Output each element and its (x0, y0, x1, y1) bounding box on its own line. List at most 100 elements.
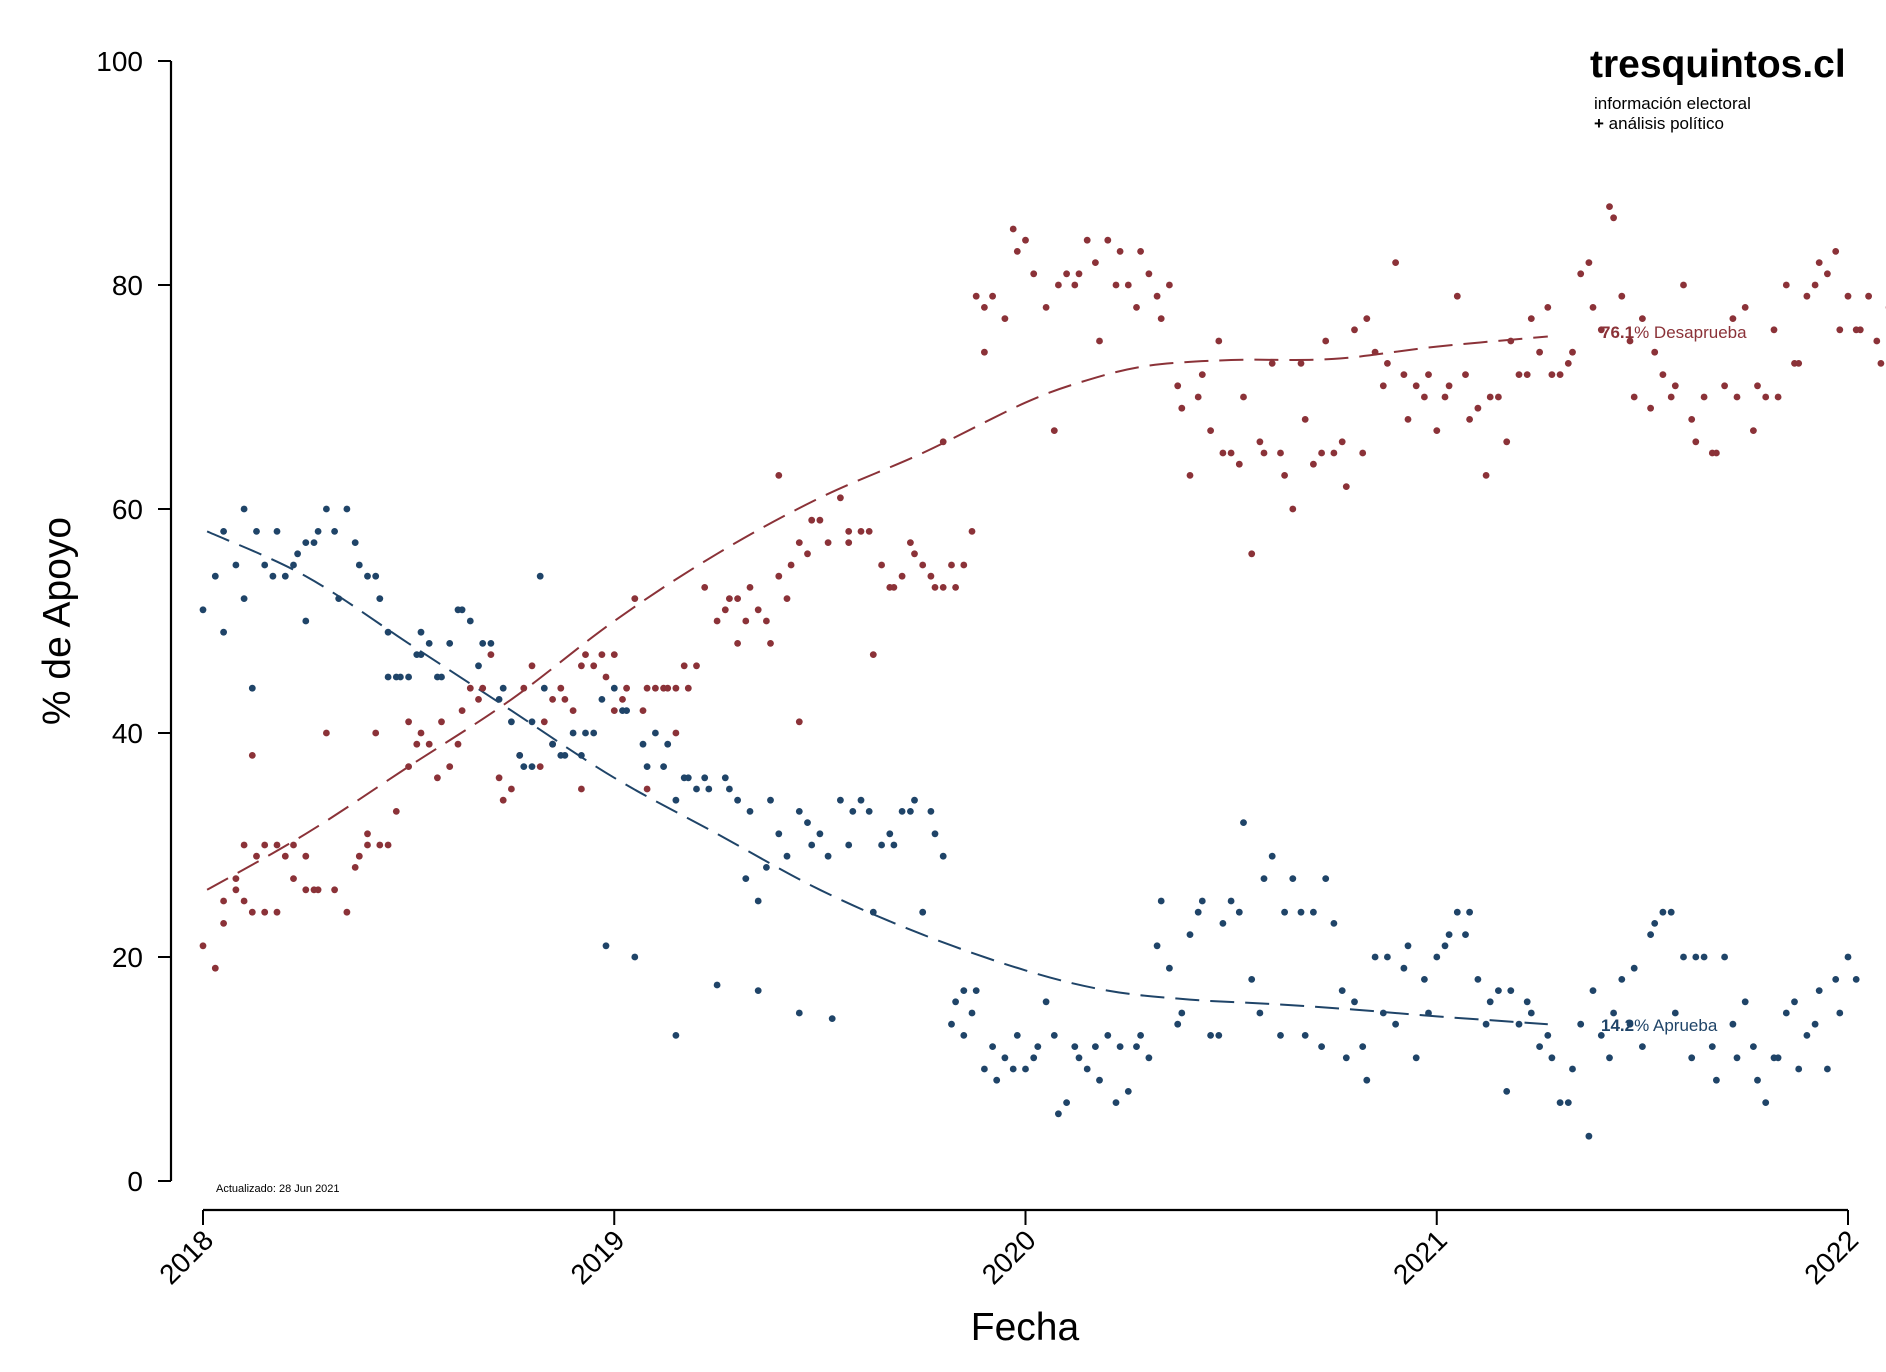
desaprueba-point (479, 684, 487, 692)
desaprueba-point (1750, 427, 1757, 434)
aprueba-point (1618, 976, 1626, 983)
desaprueba-point (795, 539, 803, 546)
aprueba-point (1741, 998, 1749, 1006)
desaprueba-point (372, 729, 380, 737)
desaprueba-point (767, 640, 774, 647)
desaprueba-point (561, 696, 569, 703)
desaprueba-point (1741, 304, 1749, 311)
aprueba-point (972, 987, 980, 994)
aprueba-point (1215, 1032, 1223, 1039)
aprueba-point (1445, 931, 1453, 938)
desaprueba-point (487, 651, 495, 658)
desaprueba-point (1495, 393, 1502, 401)
aprueba-point (1585, 1132, 1593, 1140)
desaprueba-point (1462, 371, 1469, 378)
aprueba-point (1610, 1009, 1617, 1017)
desaprueba-point (1589, 304, 1597, 311)
aprueba-point (425, 640, 433, 647)
aprueba-point (1659, 908, 1667, 916)
desaprueba-point (1342, 483, 1350, 490)
aprueba-point (1589, 987, 1597, 994)
brand-subtitle-2: + análisis político (1594, 114, 1724, 133)
desaprueba-point (355, 852, 363, 860)
desaprueba-point (405, 763, 412, 770)
aprueba-point (335, 595, 343, 602)
desaprueba-point (989, 292, 996, 300)
aprueba-point (458, 606, 466, 614)
desaprueba-point (1597, 326, 1605, 334)
desaprueba-point (540, 718, 548, 726)
desaprueba-point (331, 886, 338, 894)
desaprueba-point (1256, 438, 1264, 446)
aprueba-point (639, 740, 647, 748)
desaprueba-point (1371, 348, 1379, 356)
aprueba-trend-line (206, 530, 1548, 1026)
desaprueba-point (261, 841, 269, 849)
aprueba-point (705, 785, 713, 793)
aprueba-point (816, 830, 824, 838)
desaprueba-point (845, 539, 853, 546)
desaprueba-point (948, 561, 955, 569)
aprueba-point (1453, 908, 1461, 916)
desaprueba-point (1445, 382, 1453, 390)
desaprueba-point (1400, 371, 1408, 378)
desaprueba-point (1207, 427, 1214, 434)
desaprueba-point (1277, 449, 1284, 457)
desaprueba-point (775, 572, 783, 580)
desaprueba-point (763, 617, 770, 625)
desaprueba-point (343, 908, 351, 916)
desaprueba-point (290, 875, 297, 882)
desaprueba-point (557, 684, 565, 692)
desaprueba-point (1112, 281, 1120, 289)
desaprueba-point (1507, 337, 1515, 345)
aprueba-point (598, 696, 606, 703)
aprueba-point (1400, 964, 1408, 972)
desaprueba-point (1692, 438, 1700, 446)
desaprueba-point (1322, 337, 1330, 345)
aprueba-point (479, 640, 487, 647)
desaprueba-point (281, 852, 289, 860)
desaprueba-point (1198, 371, 1206, 378)
y-tick-label: 100 (96, 46, 143, 77)
aprueba-point (1774, 1054, 1782, 1062)
aprueba-point (1281, 908, 1288, 916)
aprueba-point (1630, 964, 1638, 972)
aprueba-point (1569, 1065, 1576, 1073)
desaprueba-point (742, 617, 750, 625)
x-tick-label: 2020 (976, 1224, 1042, 1290)
desaprueba-point (323, 729, 330, 737)
aprueba-point (1277, 1032, 1284, 1039)
desaprueba-point (734, 640, 741, 647)
desaprueba-point (968, 528, 976, 535)
desaprueba-point (1030, 270, 1038, 278)
desaprueba-point (1647, 404, 1654, 412)
aprueba-point (1626, 1020, 1634, 1028)
aprueba-point (528, 718, 536, 726)
desaprueba-point (672, 684, 680, 692)
desaprueba-point (1556, 371, 1564, 378)
desaprueba-point (1194, 393, 1202, 401)
desaprueba-point (536, 763, 544, 770)
aprueba-point (417, 651, 425, 658)
desaprueba-point (639, 707, 647, 714)
aprueba-point (721, 774, 729, 782)
aprueba-point (1536, 1043, 1543, 1050)
desaprueba-point (754, 606, 762, 614)
aprueba-point (1836, 1009, 1844, 1017)
y-axis-ticks: 0 20 40 60 80 100 (96, 46, 171, 1197)
desaprueba-point (746, 584, 754, 591)
aprueba-point (1260, 875, 1268, 882)
desaprueba-point (508, 785, 515, 793)
aprueba-point (763, 864, 770, 871)
desaprueba-point (816, 516, 824, 524)
aprueba-point (1750, 1043, 1757, 1050)
aprueba-point (968, 1009, 976, 1017)
desaprueba-point (1137, 248, 1144, 255)
desaprueba-point (1729, 315, 1737, 322)
aprueba-point (1700, 953, 1708, 961)
aprueba-point (364, 572, 371, 580)
trend-lines (206, 335, 1548, 1026)
aprueba-point (1310, 908, 1317, 916)
desaprueba-point (1330, 449, 1338, 457)
aprueba-point (528, 763, 536, 770)
